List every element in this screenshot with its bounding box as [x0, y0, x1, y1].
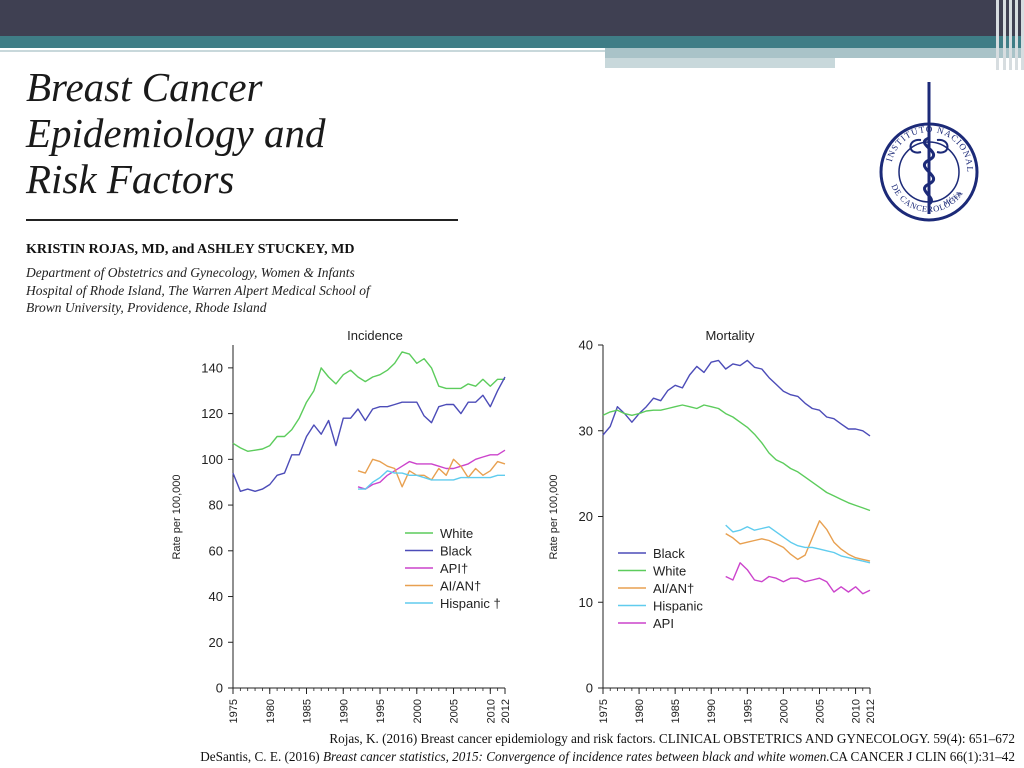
citation-2: DeSantis, C. E. (2016) Breast cancer sta… [40, 748, 1015, 766]
series-line-white [602, 404, 871, 512]
y-tick-label: 120 [201, 406, 223, 421]
y-tick-label: 140 [201, 360, 223, 375]
x-tick-label: 2005 [814, 699, 826, 723]
x-tick-label: 1975 [228, 699, 240, 723]
series-line-aian [725, 520, 871, 562]
y-tick-label: 60 [209, 543, 223, 558]
banner-thin-line [0, 50, 605, 52]
series-line-hispanic [725, 524, 871, 564]
series-line-api [357, 449, 506, 490]
legend-label: API [653, 616, 674, 631]
series-line-black [232, 376, 506, 492]
x-tick-label: 1975 [598, 699, 610, 723]
banner-light-band-short [605, 58, 835, 68]
x-tick-label: 1995 [375, 699, 387, 723]
y-tick-label: 100 [201, 452, 223, 467]
x-tick-label: 2000 [412, 699, 424, 723]
x-tick-label: 2012 [500, 699, 512, 723]
x-tick-label: 1990 [706, 699, 718, 723]
y-tick-label: 30 [579, 423, 593, 438]
article-title: Breast Cancer Epidemiology and Risk Fact… [26, 64, 326, 202]
y-axis-label: Rate per 100,000 [171, 474, 183, 559]
x-tick-label: 1980 [265, 699, 277, 723]
chart-title: Incidence [347, 328, 403, 343]
x-tick-label: 2010 [485, 699, 497, 723]
chart-mortality: Mortality Rate per 100,000 0 10 20 30 40 1975 19… [548, 328, 877, 723]
chart-incidence: Incidence Rate per 100,000 0 20 40 60 80 100 120… [171, 328, 512, 723]
authors: KRISTIN ROJAS, MD, and ASHLEY STUCKEY, M… [26, 242, 355, 257]
legend-label: Black [653, 546, 685, 561]
legend-label: AI/AN† [653, 581, 694, 596]
x-tick-label: 2000 [778, 699, 790, 723]
legend-label: Black [440, 544, 472, 559]
series-line-black [602, 359, 871, 437]
series-line-api [725, 562, 871, 595]
legend-label: API† [440, 561, 468, 576]
institution-logo: INSTITUTO NACIONAL DE CANCEROLOGIA Méxic… [879, 82, 979, 222]
affiliation: Department of Obstetrics and Gynecology,… [26, 265, 370, 315]
citation-1: Rojas, K. (2016) Breast cancer epidemiol… [329, 731, 1015, 746]
x-tick-label: 2010 [851, 699, 863, 723]
y-tick-label: 80 [209, 498, 223, 513]
citation-2-prefix: DeSantis, C. E. (2016) [200, 749, 323, 764]
y-tick-label: 40 [209, 589, 223, 604]
y-axis-label: Rate per 100,000 [548, 474, 560, 559]
x-tick-label: 1985 [302, 699, 314, 723]
legend-label: AI/AN† [440, 579, 481, 594]
chart-legend: White Black API† AI/AN† Hispanic † [405, 526, 501, 611]
chart-legend: Black White AI/AN† Hispanic API [618, 546, 703, 631]
x-tick-label: 1985 [670, 699, 682, 723]
y-tick-label: 40 [579, 338, 593, 353]
title-rule [26, 219, 458, 221]
legend-label: White [440, 526, 473, 541]
legend-label: Hispanic † [440, 596, 501, 611]
y-tick-label: 10 [579, 595, 593, 610]
chart-title: Mortality [705, 328, 755, 343]
y-tick-label: 20 [209, 635, 223, 650]
x-tick-label: 1990 [338, 699, 350, 723]
x-tick-label: 1980 [634, 699, 646, 723]
banner-stripes [994, 0, 1024, 70]
y-tick-label: 0 [216, 681, 223, 696]
x-tick-label: 2012 [865, 699, 877, 723]
banner-dark-band [0, 0, 1024, 36]
citations: Rojas, K. (2016) Breast cancer epidemiol… [40, 730, 1015, 766]
y-tick-label: 0 [586, 681, 593, 696]
x-tick-label: 2005 [449, 699, 461, 723]
citation-2-title: Breast cancer statistics, 2015: Converge… [323, 749, 830, 764]
legend-label: Hispanic [653, 599, 703, 614]
legend-label: White [653, 564, 686, 579]
citation-2-journal: CA CANCER J CLIN 66(1):31–42 [829, 749, 1015, 764]
x-tick-label: 1995 [742, 699, 754, 723]
y-tick-label: 20 [579, 509, 593, 524]
banner-light-band [605, 48, 1024, 58]
series-line-white [232, 351, 505, 452]
series-line-hispanic [358, 470, 505, 490]
banner-teal-band [0, 36, 1024, 48]
